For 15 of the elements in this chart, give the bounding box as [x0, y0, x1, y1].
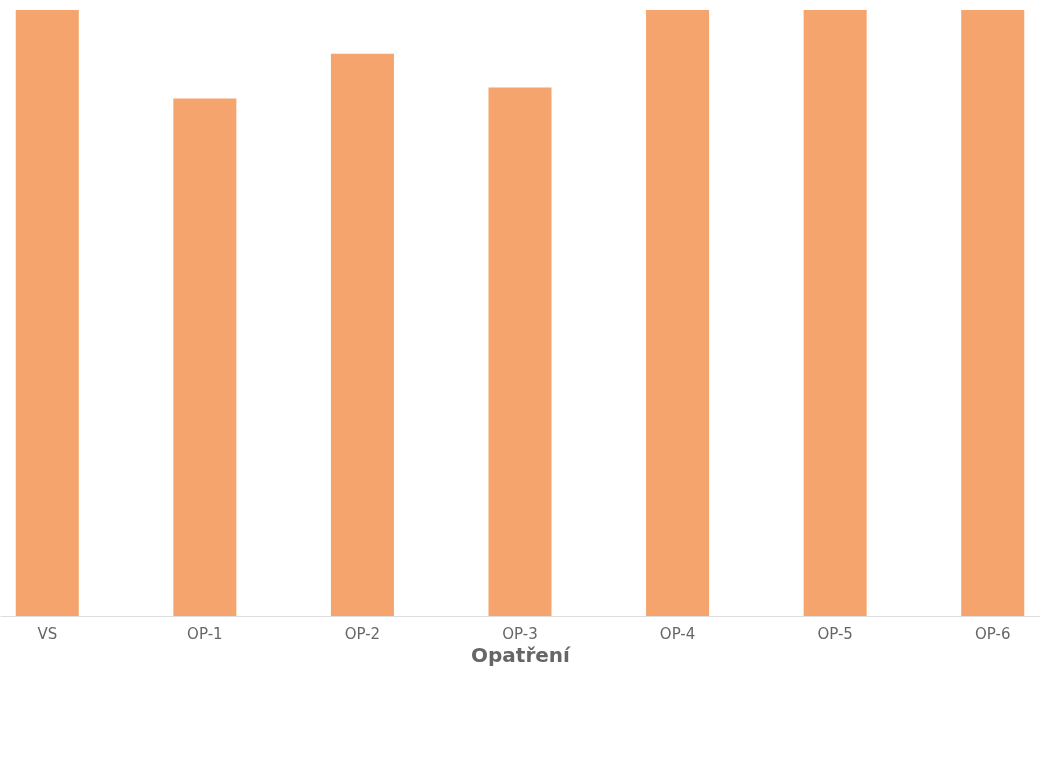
bar — [961, 10, 1025, 616]
bar — [646, 10, 710, 616]
x-tick-label: OP-2 — [344, 624, 381, 643]
x-tick-label: OP-4 — [659, 624, 696, 643]
bar — [803, 10, 867, 616]
x-axis-title: Opatření — [471, 642, 572, 667]
x-tick-label: OP-1 — [187, 624, 223, 643]
x-tick-label: OP-6 — [974, 624, 1011, 643]
x-tick-label: VS — [37, 624, 58, 643]
bar — [173, 98, 237, 616]
bar — [488, 87, 552, 616]
x-tick-label: OP-5 — [817, 624, 853, 643]
bar — [330, 53, 394, 616]
x-tick-label: OP-3 — [502, 624, 538, 643]
bar — [15, 10, 79, 616]
